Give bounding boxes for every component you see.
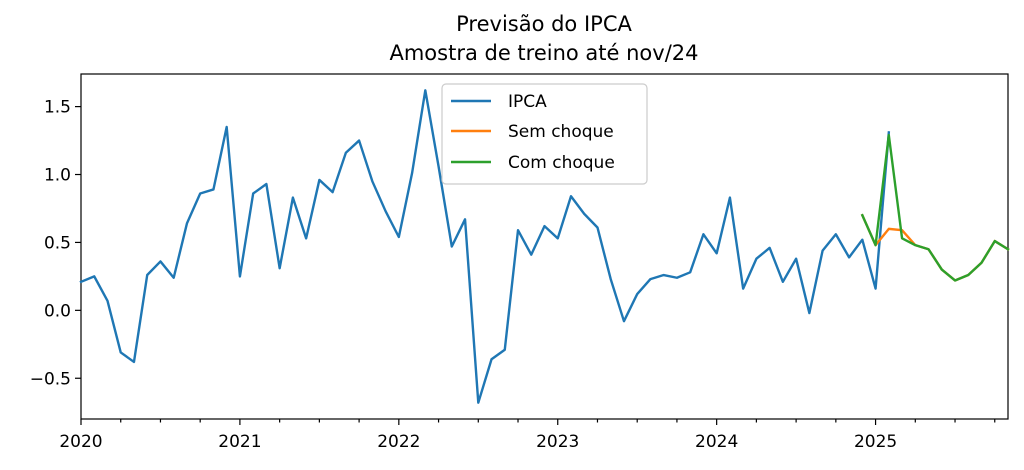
legend: IPCA Sem choque Com choque: [441, 83, 648, 185]
x-axis-minor-ticks: [120, 419, 996, 423]
x-tick-label: 2022: [377, 432, 420, 452]
chart-subtitle: Amostra de treino até nov/24: [389, 41, 698, 65]
legend-box: [441, 83, 648, 185]
legend-label-com-choque: Com choque: [508, 153, 615, 173]
x-tick-label: 2020: [59, 432, 102, 452]
plot-area-frame: [80, 73, 1009, 420]
legend-label-ipca: IPCA: [508, 92, 547, 112]
chart-title: Previsão do IPCA: [456, 12, 632, 36]
y-tick-label: 1.0: [44, 166, 71, 186]
x-tick-label: 2023: [536, 432, 579, 452]
x-axis: 2020 2021 2022 2023 2024 2025: [59, 419, 897, 452]
series-line-sem-choque: [860, 213, 1010, 282]
x-tick-label: 2025: [854, 432, 897, 452]
y-tick-label: 1.5: [44, 98, 71, 118]
y-axis: −0.5 0.0 0.5 1.0 1.5: [30, 98, 81, 389]
series-lines: [79, 89, 1010, 404]
y-tick-label: 0.0: [44, 301, 71, 321]
x-tick-label: 2024: [695, 432, 738, 452]
y-tick-label: −0.5: [30, 369, 71, 389]
series-line-ipca: [79, 89, 891, 404]
legend-label-sem-choque: Sem choque: [508, 122, 614, 142]
y-tick-label: 0.5: [44, 233, 71, 253]
series-line-com-choque: [860, 133, 1010, 282]
x-tick-label: 2021: [218, 432, 261, 452]
